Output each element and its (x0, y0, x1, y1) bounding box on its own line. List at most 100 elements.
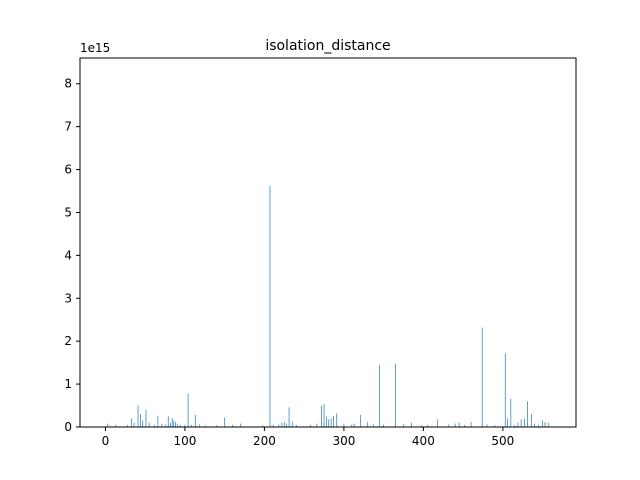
bar (107, 423, 109, 427)
bar (323, 403, 325, 427)
bar (514, 424, 516, 427)
x-tick-label: 200 (253, 434, 276, 448)
bar (184, 424, 186, 427)
bar (351, 424, 353, 427)
y-tick-label: 8 (64, 77, 72, 91)
bar (216, 425, 218, 427)
bar (131, 418, 133, 427)
bar (527, 401, 528, 427)
bar (538, 424, 539, 427)
bar (333, 416, 334, 427)
bar (161, 423, 163, 427)
bar (295, 424, 297, 427)
bar (281, 422, 283, 427)
bar (171, 418, 173, 427)
bar (534, 423, 536, 427)
bar (291, 421, 293, 427)
plot-frame (79, 57, 577, 428)
bar (133, 422, 135, 427)
bar (148, 422, 150, 427)
y-tick-label: 1 (64, 377, 72, 391)
bar (403, 424, 404, 427)
bar (481, 327, 483, 427)
bar (328, 419, 330, 427)
bar (170, 422, 171, 427)
bar (262, 425, 264, 427)
bar (542, 420, 543, 427)
x-tick-label: 300 (332, 434, 355, 448)
bar (383, 424, 384, 427)
bar (167, 416, 169, 427)
y-tick-label: 2 (64, 334, 72, 348)
bar (510, 398, 512, 427)
bar (179, 424, 181, 427)
y-offset-label: 1e15 (80, 41, 110, 55)
bar (448, 424, 450, 427)
y-tick-label: 7 (64, 120, 72, 134)
x-axis-ticks: 0 100 200 300 400 500 (102, 427, 514, 448)
bar (547, 422, 549, 427)
bar (421, 425, 423, 427)
bar (427, 424, 428, 427)
y-tick-label: 6 (64, 163, 72, 177)
bar (142, 420, 144, 427)
bar (187, 393, 189, 427)
bar (330, 418, 332, 427)
bar (523, 418, 525, 427)
bar (411, 422, 412, 427)
bar (240, 423, 241, 427)
bar (140, 414, 141, 427)
bar (165, 424, 167, 427)
chart-title: isolation_distance (265, 38, 390, 54)
bar (145, 409, 147, 427)
bar (437, 419, 439, 427)
x-tick-label: 500 (491, 434, 514, 448)
bar (507, 418, 508, 427)
bar (494, 425, 496, 427)
bar (154, 424, 156, 427)
bar (224, 417, 226, 427)
bar (517, 422, 519, 427)
y-tick-label: 0 (64, 420, 72, 434)
bar (310, 424, 311, 427)
bar (127, 424, 129, 427)
y-axis-ticks: 0 1 2 3 4 5 6 7 8 (64, 77, 80, 434)
bar (454, 423, 456, 427)
bar (326, 416, 327, 427)
bar (321, 405, 322, 427)
bar (544, 421, 546, 427)
bar (173, 420, 175, 427)
bar (115, 424, 117, 427)
bar (278, 424, 280, 427)
x-tick-label: 0 (102, 434, 110, 448)
bar (395, 363, 396, 427)
bar (470, 421, 472, 427)
bar (269, 185, 271, 427)
bar (367, 421, 369, 427)
bar (343, 423, 345, 427)
bar (464, 424, 466, 427)
bar (458, 422, 460, 427)
bar (531, 414, 532, 427)
bar (520, 419, 522, 427)
bar (157, 416, 159, 427)
bar (177, 423, 179, 427)
bar (283, 421, 285, 427)
bar (360, 414, 361, 427)
y-tick-label: 4 (64, 248, 72, 262)
bar (272, 424, 274, 427)
bar (232, 424, 233, 427)
bar (194, 414, 196, 427)
bar (286, 423, 288, 427)
bar (486, 424, 488, 427)
bar (336, 413, 338, 427)
bar (353, 423, 355, 427)
x-tick-label: 100 (173, 434, 196, 448)
bar (504, 353, 506, 427)
bar (288, 407, 290, 427)
bar (137, 405, 139, 427)
bar (190, 424, 192, 427)
bar (316, 423, 318, 427)
